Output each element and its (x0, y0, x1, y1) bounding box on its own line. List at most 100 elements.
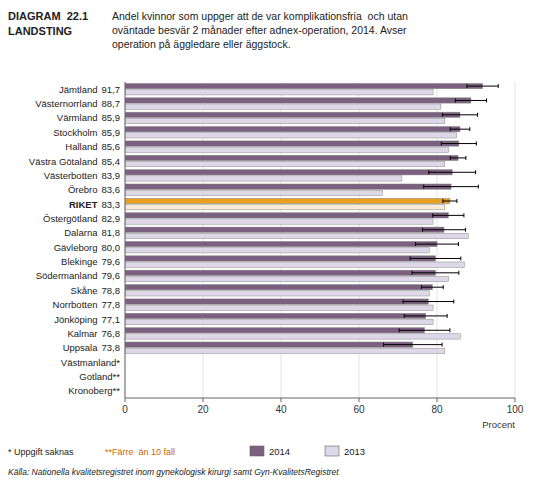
data-label: 83,3 (102, 199, 121, 210)
bar (125, 198, 450, 203)
error-bar (399, 328, 450, 332)
annotation: **Färre än 10 fall (105, 447, 175, 457)
y-tick-label: Kalmar76,8 (67, 328, 120, 339)
title-line: DIAGRAM 22.1 (8, 10, 88, 22)
x-tick (437, 398, 438, 402)
y-tick-label: Blekinge 79,6 (61, 256, 120, 267)
data-label: 85,4 (102, 156, 121, 167)
data-label: 73,8 (102, 342, 121, 353)
bar (125, 219, 433, 224)
x-tick-label: 60 (353, 404, 365, 415)
error-bar (384, 343, 443, 347)
error-bar (416, 242, 459, 246)
category-label: Västernorrland (35, 98, 97, 109)
category-label: Dalarna (64, 227, 98, 238)
data-label: 77,8 (102, 299, 121, 310)
bar (125, 256, 435, 261)
x-tick-label: 100 (507, 404, 524, 415)
category-label: Västra Götaland (29, 156, 98, 167)
chart-container: DIAGRAM 22.1 LANDSTING Andel kvinnor som u… (0, 0, 533, 484)
bar (125, 276, 449, 281)
bar (125, 112, 460, 117)
title: DIAGRAM 22.1 LANDSTING (8, 10, 88, 37)
title-line: LANDSTING (8, 25, 72, 37)
y-tick-label: Halland85,6 (65, 141, 120, 152)
bar (125, 161, 445, 166)
error-bar (423, 228, 466, 232)
error-bar (410, 256, 461, 260)
bar (125, 262, 464, 267)
error-bar (403, 300, 454, 304)
data-label: 79,6 (102, 270, 121, 281)
bar (125, 291, 429, 296)
bar (125, 90, 433, 95)
category-label: Värmland (57, 112, 98, 123)
x-axis-label: Procent (482, 419, 515, 430)
category-label: Stockholm (53, 127, 97, 138)
bar (125, 104, 441, 109)
x-axis: 020406080100 (122, 398, 524, 415)
error-bar (404, 314, 447, 318)
bar (125, 270, 435, 275)
category-label: Blekinge (61, 256, 97, 267)
category-label: Norrbotten (53, 299, 98, 310)
bar (125, 133, 457, 138)
x-tick (125, 398, 126, 402)
error-bar (450, 127, 470, 131)
category-label: Jönköping (54, 314, 97, 325)
y-tick-label: Västra Götaland 85,4 (29, 156, 120, 167)
bar (125, 127, 460, 132)
category-label: Kronoberg** (68, 385, 120, 396)
bar (125, 155, 458, 160)
marks (125, 83, 498, 353)
y-axis: Jämtland91,7Västernorrland88,7Värmland85… (29, 84, 120, 397)
data-label: 83,6 (102, 184, 121, 195)
y-tick-label: Dalarna 81,8 (64, 227, 120, 238)
bar (125, 176, 402, 181)
error-bar (442, 113, 477, 117)
y-tick-label: Södermanland79,6 (36, 270, 120, 281)
y-axis-line (125, 82, 126, 398)
x-tick (203, 398, 204, 402)
subtitle-line: operation på äggledare eller äggstock. (112, 38, 291, 50)
error-bar (441, 142, 476, 146)
y-tick-label: RIKET83,3 (69, 199, 120, 210)
grid (125, 82, 515, 398)
bar (125, 305, 433, 310)
category-label: Västmanland* (61, 357, 120, 368)
error-bar (450, 156, 466, 160)
y-tick-label: Jämtland91,7 (59, 84, 120, 95)
bar (125, 147, 449, 152)
error-bar (421, 285, 443, 289)
data-label: 76,8 (102, 328, 121, 339)
category-label: Gävleborg (54, 242, 98, 253)
bar (125, 205, 445, 210)
data-label: 78,8 (102, 285, 121, 296)
error-bar (412, 271, 459, 275)
y-tick-label: Örebro83,6 (68, 184, 120, 195)
y-tick-label: Västernorrland88,7 (35, 98, 120, 109)
error-bar (433, 213, 464, 217)
bar (125, 348, 445, 353)
data-label: 80,0 (102, 242, 121, 253)
y-tick-label: Kronoberg** (68, 385, 120, 396)
error-bar (443, 199, 457, 203)
chart-svg: DIAGRAM 22.1 LANDSTING Andel kvinnor som u… (0, 0, 533, 484)
data-label: 81,8 (102, 227, 121, 238)
data-label: 77,1 (102, 314, 121, 325)
y-tick-label: Värmland85,9 (57, 112, 120, 123)
annotation: * Uppgift saknas (8, 447, 74, 457)
bar (125, 184, 451, 189)
grid-line (515, 82, 516, 398)
data-label: 79,6 (102, 256, 121, 267)
error-bar (455, 98, 486, 102)
x-tick (359, 398, 360, 402)
y-tick-label: Västerbotten83,9 (44, 170, 120, 181)
category-label: Östergötland (43, 213, 97, 224)
bar (125, 213, 448, 218)
y-tick-label: Gotland** (79, 371, 120, 382)
x-tick-label: 0 (122, 404, 128, 415)
subtitle-line: Andel kvinnor som uppger att de var komp… (112, 10, 408, 22)
legend: 20142013 (250, 446, 365, 457)
x-tick-label: 40 (275, 404, 287, 415)
